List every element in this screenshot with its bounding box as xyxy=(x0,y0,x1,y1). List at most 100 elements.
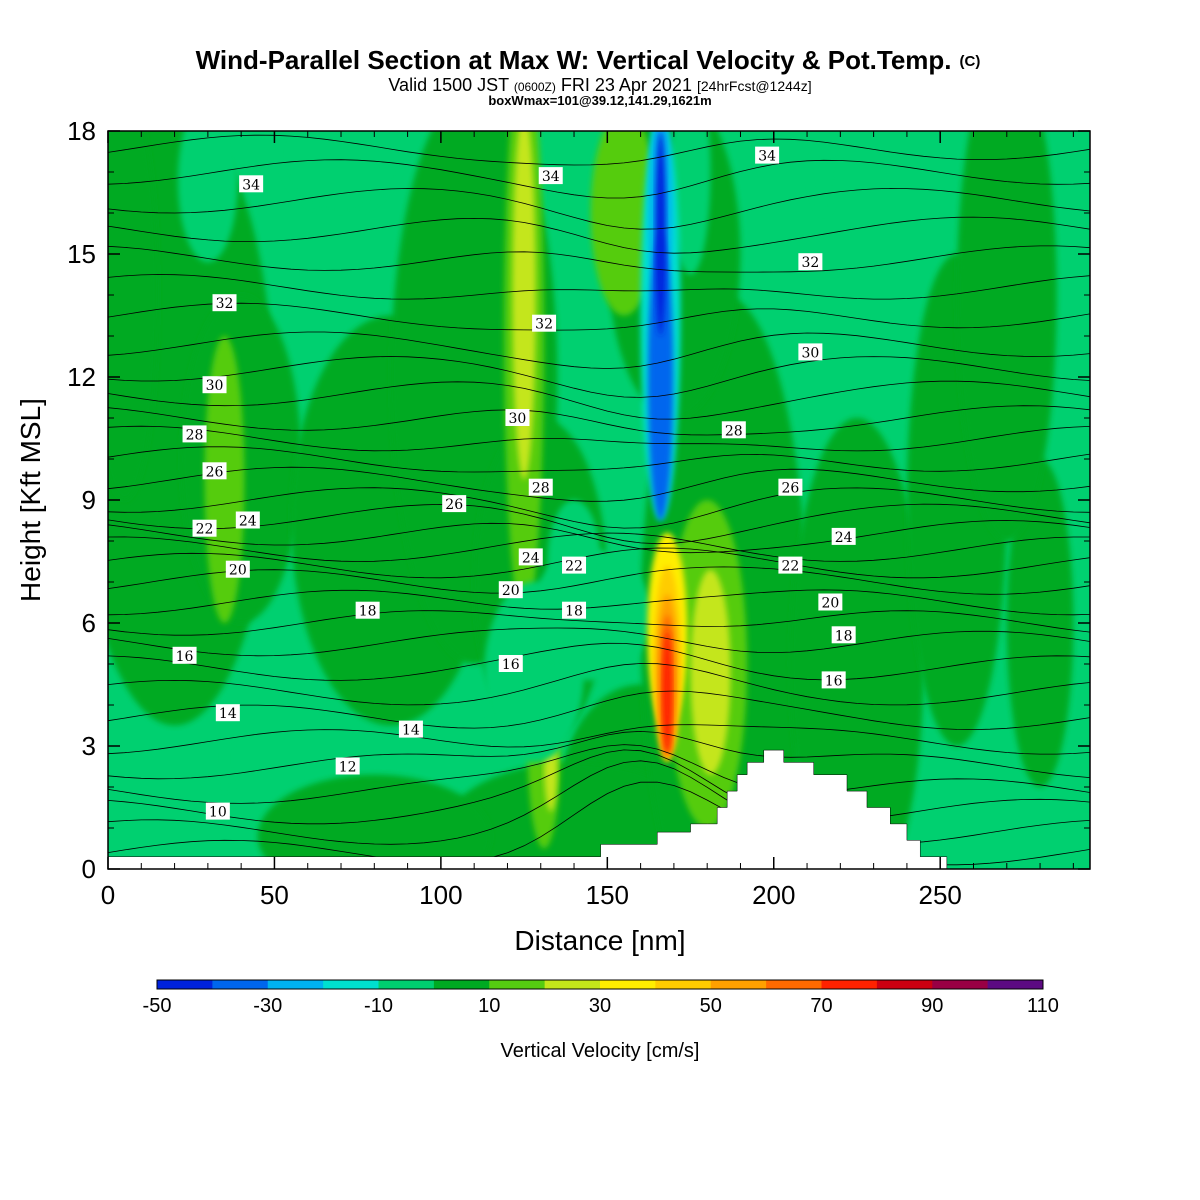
colorbar-tick-label: -10 xyxy=(364,995,393,1017)
theta-contour-label-text: 34 xyxy=(242,177,260,193)
theta-contour-label-text: 28 xyxy=(186,427,204,443)
theta-contour-label-text: 30 xyxy=(206,378,224,394)
theta-contour-line xyxy=(108,730,1090,780)
theta-contour-label-text: 28 xyxy=(532,481,550,497)
theta-contour-line xyxy=(108,610,1090,636)
theta-contour-line xyxy=(108,642,1090,681)
theta-contour-label-text: 24 xyxy=(239,514,257,530)
theta-contour-line xyxy=(108,134,1090,166)
theta-contour-label: 24 xyxy=(831,527,856,546)
colorbar-tick-label: 30 xyxy=(589,995,611,1017)
theta-contour-line xyxy=(108,245,1090,273)
theta-contour-label: 30 xyxy=(202,376,227,394)
theta-contour-label: 14 xyxy=(215,704,240,722)
theta-contour-label: 18 xyxy=(562,601,587,620)
theta-contour-label: 18 xyxy=(355,601,380,620)
theta-contour-label: 32 xyxy=(532,314,557,333)
theta-contour-label-text: 12 xyxy=(339,760,357,776)
y-tick-label: 0 xyxy=(82,854,96,884)
theta-contour-label-text: 32 xyxy=(801,255,819,271)
colorbar-tick-label: -30 xyxy=(253,995,282,1017)
colorbar-tick-label: 10 xyxy=(478,995,500,1017)
velocity-region xyxy=(512,131,536,480)
theta-contour-label: 16 xyxy=(498,655,523,673)
theta-contour-label: 24 xyxy=(518,548,543,566)
theta-contour-label-text: 34 xyxy=(758,149,776,165)
x-axis: 0 50 100 150 200 250 xyxy=(101,131,1074,910)
velocity-region xyxy=(281,131,401,213)
theta-contour-label: 12 xyxy=(335,757,360,776)
colorbar-swatch xyxy=(267,980,324,989)
theta-contour-line xyxy=(108,302,1090,331)
velocity-region xyxy=(956,131,1057,541)
x-tick-label: 0 xyxy=(101,880,115,910)
y-tick-label: 9 xyxy=(82,485,96,515)
theta-contour-label-text: 18 xyxy=(835,628,853,644)
theta-contour-label: 18 xyxy=(831,626,856,644)
x-tick-label: 250 xyxy=(919,880,962,910)
theta-contour-label: 34 xyxy=(538,167,563,185)
theta-contour-line xyxy=(108,405,1090,436)
theta-contour-label: 14 xyxy=(398,720,423,739)
velocity-region xyxy=(670,131,711,275)
theta-contour-line xyxy=(108,159,1090,199)
velocity-region xyxy=(177,131,238,263)
y-axis: 0 3 6 9 12 15 18 xyxy=(67,116,1090,884)
theta-contour-line xyxy=(108,589,1090,616)
theta-contour-label-text: 16 xyxy=(176,649,194,665)
theta-contour-label: 34 xyxy=(239,175,264,193)
theta-contour-label-text: 24 xyxy=(835,530,853,546)
theta-contour-line xyxy=(108,749,1090,825)
theta-contour-label: 22 xyxy=(562,556,587,575)
theta-contour-label-text: 26 xyxy=(445,497,463,513)
theta-contour-line xyxy=(108,187,1090,230)
colorbar-swatch xyxy=(378,980,435,989)
colorbar-swatch xyxy=(932,980,989,989)
theta-contour-line xyxy=(108,274,1090,300)
velocity-region xyxy=(690,569,731,775)
theta-contour-line xyxy=(108,724,1090,755)
theta-contour-label: 28 xyxy=(528,478,553,497)
theta-contour-line xyxy=(108,663,1090,706)
theta-contour-line xyxy=(108,566,1090,595)
colorbar-swatch xyxy=(766,980,822,989)
theta-contour-label-text: 26 xyxy=(206,464,224,480)
y-tick-label: 3 xyxy=(82,731,96,761)
theta-contour-label-text: 20 xyxy=(229,563,247,579)
theta-contour-label-text: 22 xyxy=(565,559,583,575)
theta-contour-label: 24 xyxy=(235,511,260,530)
theta-contour-line xyxy=(108,547,1090,579)
y-tick-label: 15 xyxy=(67,239,96,269)
theta-contour-line xyxy=(108,520,1090,554)
x-tick-label: 150 xyxy=(586,880,629,910)
y-tick-label: 18 xyxy=(67,116,96,146)
colorbar: -50 -30 -10 10 30 50 70 90 110 xyxy=(143,979,1059,1017)
theta-contour-line xyxy=(108,503,1090,545)
potential-temperature-contours xyxy=(108,134,1090,866)
theta-contour-label-text: 32 xyxy=(535,317,553,333)
theta-contour-label: 22 xyxy=(192,519,217,538)
theta-contour-label: 32 xyxy=(798,253,823,271)
velocity-region xyxy=(662,631,672,755)
velocity-region xyxy=(214,709,235,808)
colorbar-title: Vertical Velocity [cm/s] xyxy=(501,1040,700,1062)
theta-contour-label: 16 xyxy=(821,671,846,689)
colorbar-swatch xyxy=(710,980,767,989)
theta-contour-label-text: 34 xyxy=(542,169,560,185)
theta-contour-label-text: 14 xyxy=(402,723,420,739)
colorbar-swatch xyxy=(987,980,1044,989)
terrain-mask xyxy=(108,749,948,869)
y-tick-label: 6 xyxy=(82,608,96,638)
theta-contour-label-text: 18 xyxy=(565,604,583,620)
theta-contour-label-text: 30 xyxy=(509,411,527,427)
theta-contour-label: 22 xyxy=(778,556,803,575)
colorbar-tick-label: 90 xyxy=(921,995,943,1017)
colorbar-tick-label: 70 xyxy=(810,995,832,1017)
x-tick-label: 100 xyxy=(419,880,462,910)
colorbar-swatch xyxy=(157,980,213,989)
theta-contour-label-text: 28 xyxy=(725,423,743,439)
theta-contour-line xyxy=(108,690,1090,731)
velocity-region xyxy=(108,131,158,500)
velocity-region xyxy=(1006,459,1074,787)
